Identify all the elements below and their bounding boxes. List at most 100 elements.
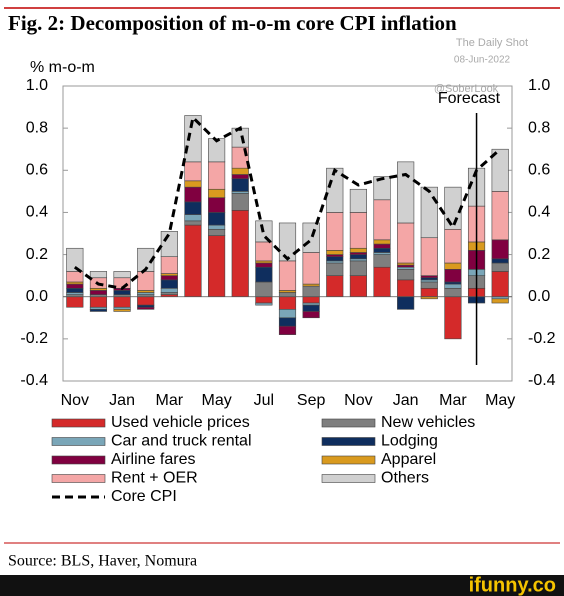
bar-segment [208, 228, 226, 236]
bar-segment [326, 260, 344, 264]
bar-segment [420, 281, 438, 289]
core-cpi-line [73, 114, 502, 290]
bar-segment [491, 271, 509, 298]
bar-segment [373, 247, 391, 253]
bar-segment [444, 228, 462, 264]
bar-segment [89, 271, 108, 279]
bar-segment [397, 161, 415, 224]
bar-segment [231, 174, 249, 180]
bar-segment [160, 275, 178, 281]
bar-segment [89, 287, 108, 291]
legend-swatch [51, 455, 106, 465]
bar-segment [349, 258, 367, 262]
legend-swatch [51, 437, 106, 446]
bar-segment [113, 309, 131, 312]
bar-segment [66, 247, 84, 272]
bar-segment [397, 269, 415, 281]
bar-segment [113, 271, 131, 279]
legend-label: Used vehicle prices [111, 414, 250, 431]
legend-label: Core CPI [111, 488, 177, 505]
bar-segment [349, 254, 367, 260]
bar-segment [326, 250, 344, 255]
bar-segment [184, 220, 202, 226]
bar-segment [113, 306, 131, 310]
bar-segment [89, 306, 108, 310]
bar-segment [349, 252, 367, 255]
bar-segment [184, 115, 202, 163]
bar-segment [420, 279, 438, 283]
bar-segment [373, 254, 391, 268]
bar-segment [184, 201, 202, 215]
bar-segment [231, 167, 249, 175]
bar-segment [231, 191, 249, 194]
bar-segment [444, 186, 462, 230]
y2-tick-label: 0.0 [528, 288, 550, 305]
x-tick-label: Nov [344, 392, 372, 409]
bar-segment [491, 262, 509, 272]
bar-segment [444, 269, 462, 283]
bar-segment [397, 279, 415, 298]
x-tick-label: Jan [109, 392, 135, 409]
y2-tick-label: -0.2 [528, 330, 556, 347]
bar-segment [397, 296, 415, 310]
bar-segment [444, 287, 462, 298]
bar-segment [113, 290, 131, 295]
bar-segment [491, 191, 509, 241]
chart-title: Fig. 2: Decomposition of m-o-m core CPI … [8, 11, 457, 35]
y-axis-label: % m-o-m [30, 59, 95, 76]
bar-segment [89, 290, 108, 295]
bar-segment [444, 296, 462, 340]
bar-segment [278, 222, 297, 262]
bar-segment [160, 256, 178, 274]
bar-segment [255, 241, 273, 262]
x-tick-label: Sep [297, 392, 326, 409]
x-tick-label: May [201, 392, 231, 409]
legend-label: Lodging [381, 433, 438, 450]
bar-segment [397, 262, 415, 266]
y-tick-label: 0.6 [26, 162, 48, 179]
bar-segment [302, 252, 320, 285]
bar-segment [113, 296, 131, 308]
bar-segment [326, 256, 344, 262]
bar-segment [255, 260, 273, 264]
bar-segment [326, 262, 344, 276]
bar-segment [373, 266, 391, 298]
footer-bar [0, 575, 564, 596]
bar-segment [397, 264, 415, 268]
y2-tick-label: 0.4 [528, 204, 550, 221]
bar-segment [373, 176, 391, 201]
legend-label: Airline fares [111, 451, 195, 468]
bar-segment [491, 148, 509, 192]
bar-segment [184, 186, 202, 203]
bar-segment [137, 290, 155, 293]
legend-label: New vehicles [381, 414, 475, 431]
bar-segment [444, 262, 462, 270]
bar-segment [208, 161, 226, 190]
bar-segment [137, 306, 155, 310]
annotation: Forecast [438, 90, 501, 107]
legend-swatch [321, 437, 376, 446]
bar-segment [302, 296, 320, 304]
legend-label: Others [381, 470, 429, 487]
bar-segment [184, 214, 202, 222]
legend-label: Rent + OER [111, 470, 198, 487]
plot-frame [62, 85, 513, 382]
source: Source: BLS, Haver, Nomura [8, 553, 197, 570]
bar-segment [208, 188, 226, 198]
y-tick-label: -0.2 [20, 330, 48, 347]
bar-segment [349, 275, 367, 298]
bar-segment [137, 292, 155, 295]
bar-segment [397, 222, 415, 264]
bar-segment [278, 290, 297, 293]
bar-segment [255, 266, 273, 283]
bar-segment [89, 296, 108, 308]
bar-segment [349, 260, 367, 276]
bar-segment [255, 281, 273, 298]
bar-segment [278, 292, 297, 298]
y-tick-label: -0.4 [20, 372, 48, 389]
bar-segment [420, 237, 438, 276]
bar-segment [89, 309, 108, 312]
bar-segment [278, 309, 297, 319]
x-tick-label: Jul [254, 392, 274, 409]
